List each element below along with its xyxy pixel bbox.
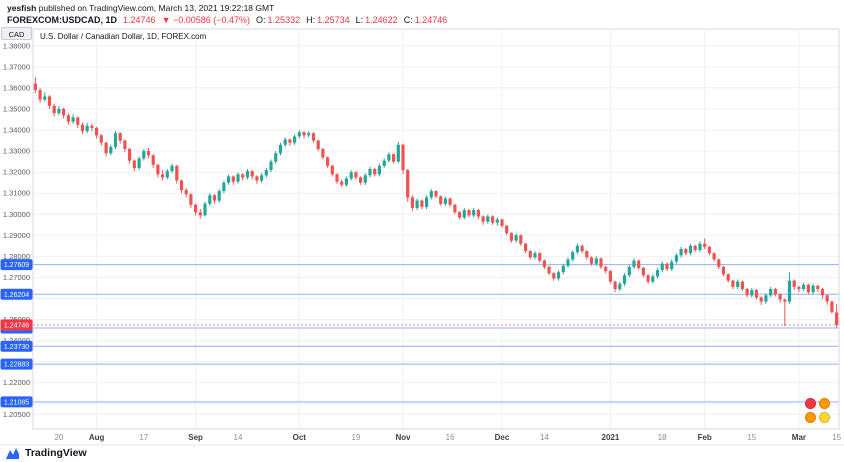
svg-text:14: 14: [540, 433, 549, 442]
svg-text:1.22883: 1.22883: [4, 362, 29, 369]
svg-text:15: 15: [747, 433, 756, 442]
svg-text:1.34000: 1.34000: [3, 126, 30, 135]
svg-text:1.31000: 1.31000: [3, 189, 30, 198]
tradingview-logo[interactable]: [6, 446, 20, 460]
svg-text:Mar: Mar: [792, 433, 806, 442]
svg-text:Aug: Aug: [89, 433, 105, 442]
publish-info: yesfish published on TradingView.com, Ma…: [7, 3, 447, 13]
svg-text:1.28000: 1.28000: [3, 252, 30, 261]
svg-text:1.23730: 1.23730: [4, 344, 29, 351]
svg-text:1.33000: 1.33000: [3, 147, 30, 156]
open-value: O: 1.25332: [256, 15, 301, 25]
svg-text:15: 15: [832, 433, 841, 442]
price-change: ▼ −0.00586 (−0.47%): [161, 15, 251, 25]
currency-axis-label[interactable]: CAD: [1, 27, 32, 40]
symbol-status-line: FOREXCOM:USDCAD, 1D 1.24746 ▼ −0.00586 (…: [7, 15, 447, 25]
close-value: C: 1.24746: [403, 15, 448, 25]
svg-text:1.29000: 1.29000: [3, 231, 30, 240]
svg-text:17: 17: [139, 433, 148, 442]
emoji-stickers: [805, 398, 830, 423]
svg-text:1.30000: 1.30000: [3, 210, 30, 219]
svg-text:18: 18: [658, 433, 667, 442]
svg-text:1.36000: 1.36000: [3, 83, 30, 92]
low-value: L: 1.24622: [355, 15, 398, 25]
emoji-sticker-icon: [819, 412, 830, 423]
svg-text:19: 19: [351, 433, 360, 442]
svg-text:1.20500: 1.20500: [3, 410, 30, 419]
emoji-sticker-icon: [805, 412, 816, 423]
svg-text:1.24746: 1.24746: [4, 323, 29, 330]
svg-text:Dec: Dec: [495, 433, 510, 442]
svg-text:1.37000: 1.37000: [3, 62, 30, 71]
emoji-sticker-icon: [819, 398, 830, 409]
svg-text:1.27000: 1.27000: [3, 273, 30, 282]
svg-text:1.26204: 1.26204: [4, 292, 29, 299]
svg-text:1.21085: 1.21085: [4, 400, 29, 407]
svg-text:14: 14: [234, 433, 243, 442]
symbol-name: FOREXCOM:USDCAD, 1D: [7, 15, 118, 25]
footer: TradingView: [6, 446, 87, 460]
svg-text:2021: 2021: [602, 433, 620, 442]
last-price: 1.24746: [123, 15, 156, 25]
svg-text:1.38000: 1.38000: [3, 41, 30, 50]
header: yesfish published on TradingView.com, Ma…: [7, 3, 447, 25]
svg-text:1.32000: 1.32000: [3, 168, 30, 177]
svg-text:Nov: Nov: [395, 433, 411, 442]
svg-text:1.27609: 1.27609: [4, 262, 29, 269]
tradingview-wordmark[interactable]: TradingView: [25, 447, 87, 459]
svg-text:1.22000: 1.22000: [3, 378, 30, 387]
svg-text:16: 16: [446, 433, 455, 442]
high-value: H: 1.25734: [306, 15, 350, 25]
svg-text:Sep: Sep: [188, 433, 203, 442]
svg-text:1.24000: 1.24000: [3, 336, 30, 345]
author-name: yesfish: [7, 3, 37, 13]
svg-text:Oct: Oct: [293, 433, 307, 442]
svg-text:Feb: Feb: [698, 433, 712, 442]
svg-text:1.35000: 1.35000: [3, 105, 30, 114]
svg-text:20: 20: [54, 433, 63, 442]
publish-text: published on TradingView.com, March 13, …: [36, 3, 275, 13]
emoji-sticker-icon: [805, 398, 816, 409]
chart-legend[interactable]: U.S. Dollar / Canadian Dollar, 1D, FOREX…: [40, 32, 207, 41]
